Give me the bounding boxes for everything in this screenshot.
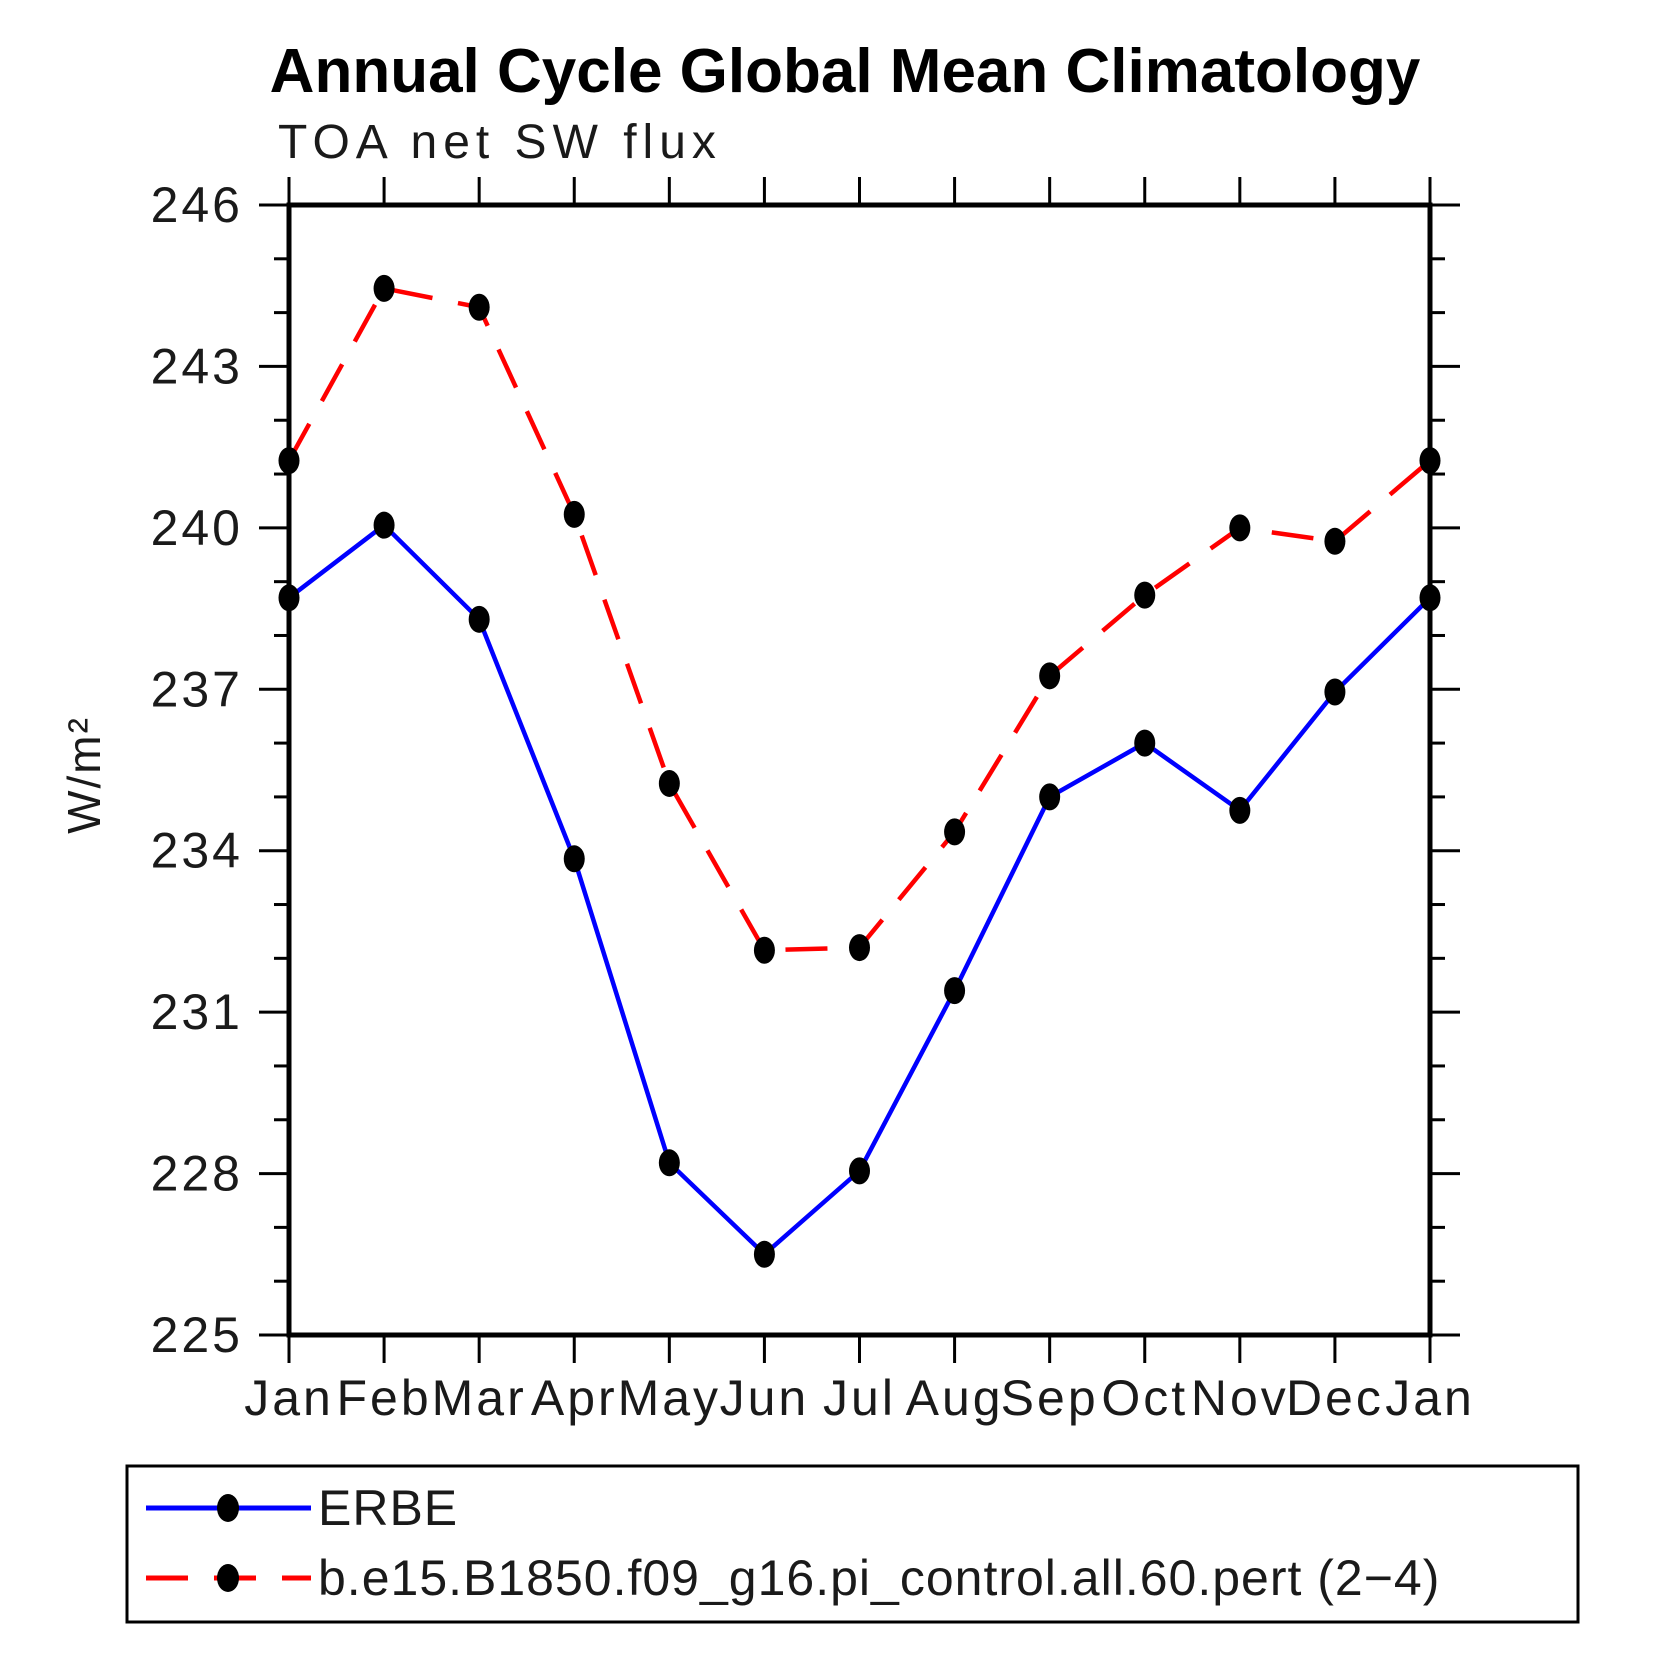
- legend-marker-icon: [217, 1564, 239, 1592]
- data-point-marker: [1419, 447, 1441, 475]
- x-tick-label: Jun: [720, 1370, 810, 1426]
- data-point-marker: [1324, 678, 1346, 706]
- data-point-marker: [944, 977, 966, 1005]
- erbe-line: [287, 522, 1432, 1258]
- data-point-marker: [1039, 783, 1061, 811]
- model-line: [287, 285, 1432, 953]
- data-point-marker: [753, 936, 775, 964]
- data-point-marker: [563, 500, 585, 528]
- data-point-marker: [278, 584, 300, 612]
- chart-subtitle: TOA net SW flux: [278, 116, 722, 169]
- data-point-marker: [1134, 581, 1156, 609]
- x-tick-label: Dec: [1286, 1370, 1384, 1426]
- data-point-marker: [1039, 662, 1061, 690]
- data-point-marker: [753, 1240, 775, 1268]
- data-point-marker: [849, 934, 870, 962]
- y-tick-label: 225: [151, 1307, 243, 1363]
- legend-label-model: b.e15.B1850.f09_g16.pi_control.all.60.pe…: [318, 1550, 1440, 1606]
- legend-entry-erbe: ERBE: [146, 1480, 458, 1536]
- x-tick-label: Sep: [1001, 1370, 1099, 1426]
- legend-marker-icon: [217, 1494, 239, 1522]
- y-tick-label: 231: [151, 984, 243, 1040]
- x-tick-label: Apr: [531, 1370, 618, 1426]
- y-tick-label: 234: [151, 823, 243, 879]
- data-point-marker: [658, 769, 680, 797]
- data-point-marker: [1229, 514, 1251, 542]
- data-point-marker: [944, 818, 966, 846]
- data-point-marker: [849, 1157, 870, 1185]
- data-point-marker: [1229, 796, 1251, 824]
- y-tick-label: 237: [151, 661, 243, 717]
- legend-entry-model: b.e15.B1850.f09_g16.pi_control.all.60.pe…: [146, 1550, 1440, 1606]
- data-point-marker: [278, 447, 300, 475]
- x-tick-label: Jul: [823, 1370, 896, 1426]
- x-tick-label: Feb: [336, 1370, 431, 1426]
- legend-box: ERBE b.e15.B1850.f09_g16.pi_control.all.…: [125, 1464, 1580, 1624]
- x-tick-label: May: [618, 1370, 721, 1426]
- data-point-marker: [373, 274, 395, 302]
- x-tick-label: Nov: [1191, 1370, 1289, 1426]
- x-tick-label: Oct: [1101, 1370, 1188, 1426]
- data-point-marker: [1134, 729, 1156, 757]
- data-point-marker: [658, 1149, 680, 1177]
- data-point-marker: [563, 845, 585, 873]
- y-tick-label: 228: [151, 1146, 243, 1202]
- data-point-marker: [468, 605, 490, 633]
- y-tick-label: 246: [151, 177, 243, 233]
- data-point-marker: [1419, 584, 1441, 612]
- y-tick-label: 243: [151, 338, 243, 394]
- legend-border: [125, 1464, 1580, 1624]
- chart-title: Annual Cycle Global Mean Climatology: [270, 37, 1421, 106]
- x-tick-label: Jan: [244, 1370, 334, 1426]
- data-point-marker: [373, 511, 395, 539]
- x-tick-label: Aug: [906, 1370, 1004, 1426]
- y-axis-label: W/m²: [58, 716, 110, 834]
- x-tick-label: Mar: [432, 1370, 527, 1426]
- legend-label-erbe: ERBE: [318, 1480, 458, 1536]
- y-tick-label: 240: [151, 500, 243, 556]
- x-tick-label: Jan: [1385, 1370, 1475, 1426]
- data-point-marker: [1324, 527, 1346, 555]
- data-point-marker: [468, 293, 490, 321]
